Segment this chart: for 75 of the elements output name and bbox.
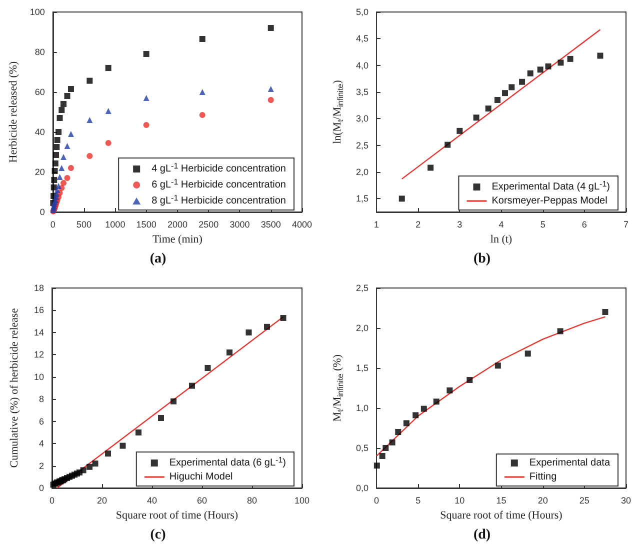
y-tick-label: 2 — [38, 460, 44, 471]
y-tick-label: 100 — [30, 7, 45, 17]
y-tick-label: 16 — [34, 305, 44, 316]
y-tick-label: 8 — [38, 394, 44, 404]
y-tick-label: 3,5 — [356, 87, 368, 97]
x-axis-title: ln (t) — [490, 233, 512, 246]
x-tick-label: 2500 — [198, 220, 219, 230]
legend-label: Fitting — [529, 472, 557, 482]
x-tick-label: 20 — [96, 496, 108, 506]
x-tick-label: 4000 — [292, 220, 312, 230]
x-tick-label: 0 — [374, 496, 380, 506]
x-tick-label: 0 — [49, 496, 55, 506]
x-tick-label: 3 — [457, 220, 462, 230]
y-axis-title: Cumulative (%) of herbicide release — [8, 308, 20, 468]
x-tick-label: 7 — [623, 220, 629, 230]
text: (c) — [150, 528, 166, 542]
x-tick-label: 80 — [246, 496, 258, 506]
y-tick-label: 3,0 — [356, 114, 368, 124]
y-tick-label: 6 — [38, 416, 44, 426]
y-tick-label: 10 — [34, 372, 44, 382]
x-tick-label: 500 — [76, 220, 92, 230]
y-tick-label: 18 — [34, 283, 44, 293]
y-tick-label: 20 — [34, 167, 45, 177]
y-tick-label: 0,0 — [356, 483, 368, 493]
x-tick-label: 1000 — [105, 220, 126, 230]
x-tick-label: 5 — [416, 496, 421, 506]
y-tick-label: 1,0 — [356, 403, 368, 413]
text: (a) — [150, 252, 166, 266]
x-tick-label: 2000 — [167, 220, 188, 230]
y-tick-label: 12 — [34, 350, 44, 360]
text: (d) — [473, 528, 491, 542]
y-axis-title: Herbicide released (%) — [8, 60, 20, 163]
x-tick-label: 6 — [582, 220, 587, 230]
y-tick-label: 60 — [34, 87, 45, 97]
x-tick-label: 40 — [146, 496, 158, 506]
x-tick-label: 100 — [294, 496, 310, 506]
x-tick-label: 1500 — [136, 220, 156, 230]
x-tick-label: 15 — [496, 496, 506, 506]
x-axis-title: Square root of time (Hours) — [116, 509, 238, 522]
x-tick-label: 2 — [416, 220, 421, 230]
y-tick-label: 80 — [34, 47, 45, 57]
y-axis-title: ln(Mt/Minfinite) — [332, 80, 345, 144]
x-tick-label: 4 — [498, 220, 504, 230]
y-tick-label: 0 — [40, 207, 45, 217]
legend-label: Korsmeyer-Peppas Model — [492, 196, 608, 206]
y-tick-label: 2,5 — [356, 140, 368, 150]
x-tick-label: 25 — [579, 496, 590, 506]
x-tick-label: 0 — [50, 220, 56, 230]
y-tick-label: 40 — [34, 127, 45, 137]
y-tick-label: 2,5 — [356, 283, 368, 293]
y-tick-label: 1,5 — [356, 363, 368, 373]
x-axis-title: Square root of time (Hours) — [440, 509, 563, 522]
legend-label: Higuchi Model — [169, 472, 233, 482]
x-tick-label: 3500 — [260, 220, 281, 230]
y-axis-title: Mt/Minfinite (%) — [332, 354, 345, 422]
y-tick-label: 14 — [34, 327, 44, 338]
y-tick-label: 5,0 — [356, 7, 368, 17]
x-tick-label: 5 — [540, 220, 546, 230]
x-axis-title: Time (min) — [152, 233, 203, 246]
x-tick-label: 1 — [374, 220, 380, 230]
text: (b) — [473, 252, 491, 266]
x-tick-label: 3000 — [230, 220, 250, 230]
y-tick-label: 4,0 — [356, 60, 368, 70]
x-tick-label: 10 — [454, 496, 465, 506]
x-tick-label: 30 — [620, 496, 632, 506]
y-tick-label: 4 — [38, 438, 44, 449]
y-tick-label: 4,5 — [356, 34, 368, 44]
y-tick-label: 0 — [38, 483, 44, 493]
y-tick-label: 0,5 — [356, 443, 368, 453]
legend-label: Experimental data — [529, 458, 610, 468]
y-tick-label: 2,0 — [356, 323, 368, 333]
x-tick-label: 60 — [196, 496, 208, 506]
x-tick-label: 20 — [538, 496, 548, 506]
y-tick-label: 1,5 — [356, 194, 368, 204]
y-tick-label: 2,0 — [356, 167, 368, 177]
